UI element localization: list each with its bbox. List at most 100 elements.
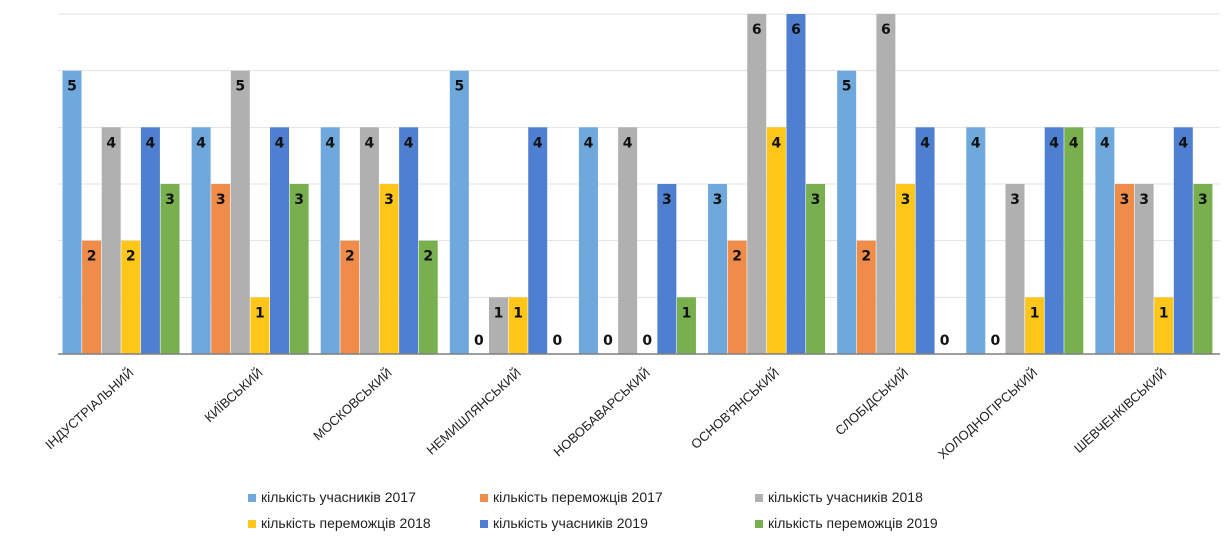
data-label-7-5: 4 xyxy=(920,135,930,151)
data-label-6-5: 6 xyxy=(791,22,801,38)
data-label-5-3: 4 xyxy=(623,135,633,151)
data-label-3-4: 3 xyxy=(384,192,394,208)
legend-label-6: кількість переможців 2019 xyxy=(768,515,938,531)
category-label-6: ОСНОВ'ЯНСЬКИЙ xyxy=(688,365,782,452)
data-label-4-3: 1 xyxy=(494,305,504,321)
bar-4-4 xyxy=(508,297,528,354)
data-label-1-6: 3 xyxy=(165,192,175,208)
bar-1-5 xyxy=(140,127,160,354)
bar-5-6 xyxy=(676,297,696,354)
bar-9-4 xyxy=(1154,297,1174,354)
bar-3-5 xyxy=(399,127,419,354)
bar-3-6 xyxy=(418,240,438,354)
data-label-8-3: 3 xyxy=(1010,192,1020,208)
bar-5-3 xyxy=(618,127,638,354)
data-label-5-2: 0 xyxy=(603,333,613,349)
data-label-4-6: 0 xyxy=(552,333,562,349)
bars xyxy=(62,14,1213,355)
bar-8-5 xyxy=(1044,127,1064,354)
bar-7-3 xyxy=(876,14,896,354)
category-labels: ІНДУСТРІАЛЬНИЙ КИЇВСЬКИЙ МОСКОВСЬКИЙ НЕМИШЛ… xyxy=(42,365,1169,462)
data-label-8-4: 1 xyxy=(1030,305,1040,321)
data-label-3-1: 4 xyxy=(325,135,335,151)
data-label-7-6: 0 xyxy=(940,333,950,349)
data-label-2-3: 5 xyxy=(235,79,245,95)
data-label-7-2: 2 xyxy=(861,249,871,265)
bar-2-2 xyxy=(211,184,231,354)
category-label-7: СЛОБІДСЬКИЙ xyxy=(832,365,911,438)
bar-3-4 xyxy=(379,184,399,354)
data-label-5-6: 1 xyxy=(682,305,692,321)
data-label-8-1: 4 xyxy=(971,135,981,151)
bar-3-3 xyxy=(359,127,379,354)
bar-1-1 xyxy=(62,70,82,355)
data-label-2-5: 4 xyxy=(275,135,285,151)
data-label-4-1: 5 xyxy=(454,79,464,95)
category-label-9: ШЕВЧЕНКІВСЬКИЙ xyxy=(1071,365,1169,456)
data-label-9-6: 3 xyxy=(1198,192,1208,208)
data-label-8-5: 4 xyxy=(1049,135,1059,151)
data-label-1-1: 5 xyxy=(67,79,77,95)
bar-4-1 xyxy=(449,70,469,355)
category-label-8: ХОЛОДНОГІРСЬКИЙ xyxy=(935,365,1040,462)
bar-4-5 xyxy=(528,127,548,354)
bar-5-5 xyxy=(657,184,677,354)
category-label-3: МОСКОВСЬКИЙ xyxy=(310,365,395,443)
data-label-1-3: 4 xyxy=(106,135,116,151)
legend-swatch-4 xyxy=(248,520,256,528)
bar-2-4 xyxy=(250,297,270,354)
data-label-6-3: 6 xyxy=(752,22,762,38)
legend-label-4: кількість переможців 2018 xyxy=(261,515,431,531)
bar-1-6 xyxy=(160,184,180,354)
bar-9-3 xyxy=(1134,184,1154,354)
bar-1-4 xyxy=(121,240,141,354)
bar-3-2 xyxy=(340,240,360,354)
data-label-9-2: 3 xyxy=(1120,192,1130,208)
data-label-3-3: 4 xyxy=(365,135,375,151)
bar-6-6 xyxy=(806,184,826,354)
bar-7-1 xyxy=(837,70,857,355)
data-label-5-1: 4 xyxy=(584,135,594,151)
data-label-7-1: 5 xyxy=(842,79,852,95)
data-label-3-2: 2 xyxy=(345,249,355,265)
bar-1-3 xyxy=(101,127,121,354)
data-label-9-5: 4 xyxy=(1178,135,1188,151)
bar-2-1 xyxy=(191,127,211,354)
bar-1-2 xyxy=(82,240,102,354)
data-label-3-5: 4 xyxy=(404,135,414,151)
data-label-9-3: 3 xyxy=(1139,192,1149,208)
bar-6-4 xyxy=(766,127,786,354)
data-label-6-2: 2 xyxy=(732,249,742,265)
bar-6-1 xyxy=(708,184,728,354)
bar-5-1 xyxy=(578,127,598,354)
bar-7-4 xyxy=(895,184,915,354)
data-label-7-3: 6 xyxy=(881,22,891,38)
data-label-2-2: 3 xyxy=(216,192,226,208)
legend-swatch-1 xyxy=(248,494,256,502)
data-label-6-1: 3 xyxy=(713,192,723,208)
data-label-5-5: 3 xyxy=(662,192,672,208)
data-label-1-4: 2 xyxy=(126,249,136,265)
data-label-2-4: 1 xyxy=(255,305,265,321)
data-label-6-4: 4 xyxy=(771,135,781,151)
bar-2-6 xyxy=(289,184,309,354)
bar-8-6 xyxy=(1064,127,1084,354)
data-label-3-6: 2 xyxy=(423,249,433,265)
bar-8-4 xyxy=(1025,297,1045,354)
bar-8-1 xyxy=(966,127,986,354)
bar-2-5 xyxy=(270,127,290,354)
bar-2-3 xyxy=(230,70,250,355)
legend-swatch-5 xyxy=(480,520,488,528)
bar-6-3 xyxy=(747,14,767,354)
data-label-6-6: 3 xyxy=(811,192,821,208)
data-label-1-5: 4 xyxy=(146,135,156,151)
bar-8-3 xyxy=(1005,184,1025,354)
data-label-1-2: 2 xyxy=(87,249,97,265)
data-label-4-2: 0 xyxy=(474,333,484,349)
data-label-2-1: 4 xyxy=(196,135,206,151)
legend: кількість учасників 2017 кількість перемо… xyxy=(248,489,938,531)
data-label-8-6: 4 xyxy=(1069,135,1079,151)
data-label-7-4: 3 xyxy=(901,192,911,208)
